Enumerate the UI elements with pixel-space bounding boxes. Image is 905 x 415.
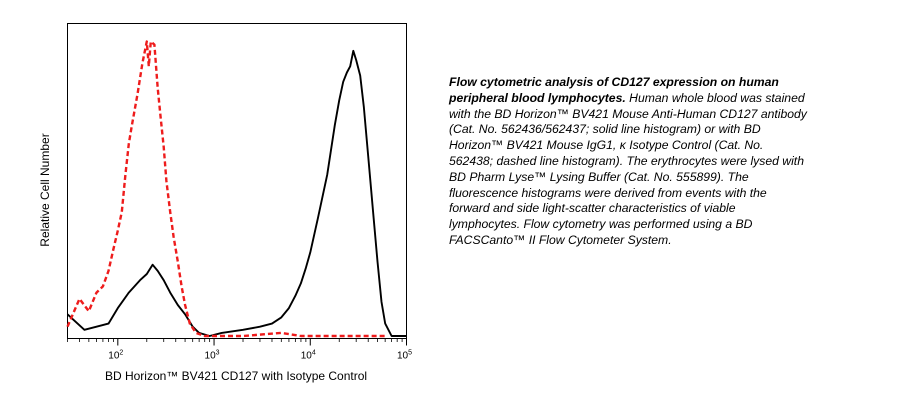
x-tick-label: 102 bbox=[108, 350, 123, 362]
y-axis-label: Relative Cell Number bbox=[38, 133, 52, 246]
x-axis-ticks: 102 103 104 105 bbox=[67, 338, 412, 362]
x-tick-label: 104 bbox=[301, 350, 316, 362]
x-axis-label: BD Horizon™ BV421 CD127 with Isotype Con… bbox=[105, 369, 367, 383]
plot-area-frame bbox=[67, 23, 407, 339]
x-tick-label: 103 bbox=[205, 350, 220, 362]
cd127-histogram bbox=[66, 49, 407, 337]
histogram-chart: 102 103 104 105 Relative Cell Number BD Hor… bbox=[38, 23, 412, 383]
caption-title: Flow cytometric analysis of CD127 expres… bbox=[449, 75, 779, 105]
caption-body: Human whole blood was stained with the B… bbox=[449, 90, 807, 247]
caption-title-period: . bbox=[622, 90, 626, 105]
figure-caption: Flow cytometric analysis of CD127 expres… bbox=[449, 75, 809, 249]
series-layer bbox=[66, 40, 407, 338]
isotype-control-histogram bbox=[66, 40, 386, 338]
x-tick-label: 105 bbox=[397, 350, 412, 362]
